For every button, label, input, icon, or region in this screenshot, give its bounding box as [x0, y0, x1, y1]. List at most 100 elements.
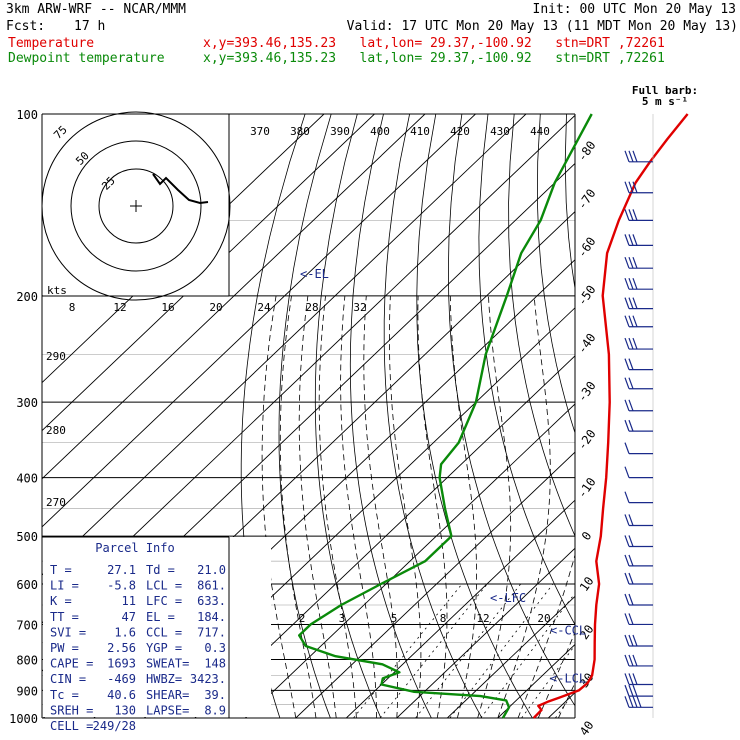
wind-barb	[624, 358, 653, 371]
hodograph-ring	[98, 168, 174, 244]
dry-adiabat	[314, 114, 382, 718]
hodograph-unit-label: kts	[47, 284, 67, 297]
theta-label: 370	[250, 125, 270, 138]
wind-barb	[624, 277, 653, 290]
wind-barb-tick	[632, 684, 638, 697]
wind-barb-tick	[632, 256, 638, 269]
dry-adiabat-label: 280	[46, 424, 66, 437]
init-time: Init: 00 UTC Mon 20 May 13	[532, 2, 737, 17]
wind-barb	[624, 209, 653, 221]
wind-barb-tick	[624, 466, 630, 478]
wind-barb-tick	[624, 377, 630, 389]
mixing-ratio-line	[521, 644, 575, 718]
wind-barb-tick	[628, 572, 634, 585]
mixing-ratio-label: 8	[440, 612, 447, 625]
theta-label: 410	[410, 125, 430, 138]
wind-barb-tick	[624, 442, 630, 454]
wind-barb	[624, 315, 653, 328]
wind-barb	[624, 466, 653, 479]
mixing-ratio-line	[480, 592, 575, 718]
wind-barb	[624, 613, 653, 626]
thetae-label: 12	[113, 301, 126, 314]
isotherm-line	[599, 114, 740, 718]
wind-barb-tick	[628, 297, 634, 309]
forecast-label: Fcst:	[6, 19, 46, 34]
parcel-info-key: PW =	[50, 641, 79, 655]
parcel-info-value: 1.6	[114, 625, 136, 639]
isotherm-line	[295, 451, 575, 718]
wind-barb	[624, 337, 653, 350]
wind-barb-tick	[632, 234, 638, 246]
theta-label: 380	[290, 125, 310, 138]
dry-adiabat	[671, 114, 740, 718]
wind-barb	[624, 554, 653, 567]
wind-barb-tick	[632, 181, 638, 193]
wind-barb	[624, 297, 653, 310]
isotherm-label: -10	[575, 475, 599, 501]
wind-barb	[624, 442, 653, 455]
legend-temperature-name: Temperature	[8, 36, 95, 51]
level-marker-ccl: <-CCL	[550, 624, 586, 638]
wind-barb-tick	[624, 572, 630, 585]
moist-adiabat	[298, 295, 337, 718]
wind-barb-tick	[636, 696, 642, 708]
pressure-tick-label: 200	[16, 290, 38, 304]
moist-adiabat	[477, 295, 512, 718]
thetae-label: 24	[257, 301, 271, 314]
parcel-info-key: EL =	[146, 610, 175, 624]
wind-barb-tick	[624, 684, 630, 697]
level-marker-lfc: <-LFC	[490, 591, 526, 605]
parcel-info-key: Tc =	[50, 688, 79, 702]
parcel-info-key: SWEAT=	[146, 657, 189, 671]
parcel-info-value: 0.3	[204, 641, 226, 655]
parcel-info-key: SVI =	[50, 625, 86, 639]
dry-adiabat	[723, 114, 740, 718]
isotherm-line	[42, 114, 426, 480]
parcel-info-value: 3423.	[190, 672, 226, 686]
wind-barb-tick	[624, 181, 630, 193]
wind-barb-tick	[628, 419, 634, 432]
wind-barb-tick	[632, 315, 638, 327]
pressure-tick-label: 100	[16, 108, 38, 122]
moist-adiabat	[388, 295, 422, 718]
parcel-info-key: SHEAR=	[146, 688, 189, 702]
parcel-info-value: 2.56	[107, 641, 136, 655]
wind-barb-tick	[628, 654, 634, 667]
parcel-info-value: 861.	[197, 579, 226, 593]
wind-barb-tick	[624, 256, 630, 269]
isotherm-line	[42, 114, 375, 432]
theta-label: 420	[450, 125, 470, 138]
wind-barb-tick	[632, 337, 638, 350]
isotherm-label: 10	[577, 574, 597, 594]
pressure-tick-label: 900	[16, 684, 38, 698]
parcel-info-value: 633.	[197, 594, 226, 608]
wind-barb-tick	[632, 673, 638, 685]
wind-barb-tick	[628, 696, 634, 708]
isotherm-label: -70	[575, 186, 599, 212]
wind-barb-tick	[624, 634, 630, 647]
wind-barb-tick	[624, 593, 630, 606]
wind-barb-tick	[624, 673, 630, 685]
wind-barb	[624, 634, 653, 647]
parcel-info-key: CIN =	[50, 672, 86, 686]
pressure-tick-label: 300	[16, 396, 38, 410]
thetae-label: 28	[305, 301, 318, 314]
wind-barb-tick	[628, 613, 634, 625]
pressure-tick-label: 600	[16, 578, 38, 592]
dry-adiabat	[383, 114, 483, 718]
wind-barb-tick	[624, 419, 630, 432]
parcel-info-key: YGP =	[146, 641, 182, 655]
parcel-info-key: LAPSE=	[146, 703, 189, 717]
wind-barb-tick	[628, 315, 634, 327]
wind-barb-tick	[632, 277, 638, 290]
isotherm-label: -60	[575, 235, 599, 261]
wind-barb-tick	[624, 491, 630, 503]
level-marker-lcl: <-LCL	[550, 672, 586, 686]
isotherm-label: 40	[577, 718, 597, 738]
wind-barb-tick	[624, 234, 630, 246]
legend-temperature-info: x,y=393.46,135.23 lat,lon= 29.37,-100.92…	[203, 36, 665, 51]
dry-adiabat	[349, 114, 432, 718]
dry-adiabat	[536, 114, 575, 435]
